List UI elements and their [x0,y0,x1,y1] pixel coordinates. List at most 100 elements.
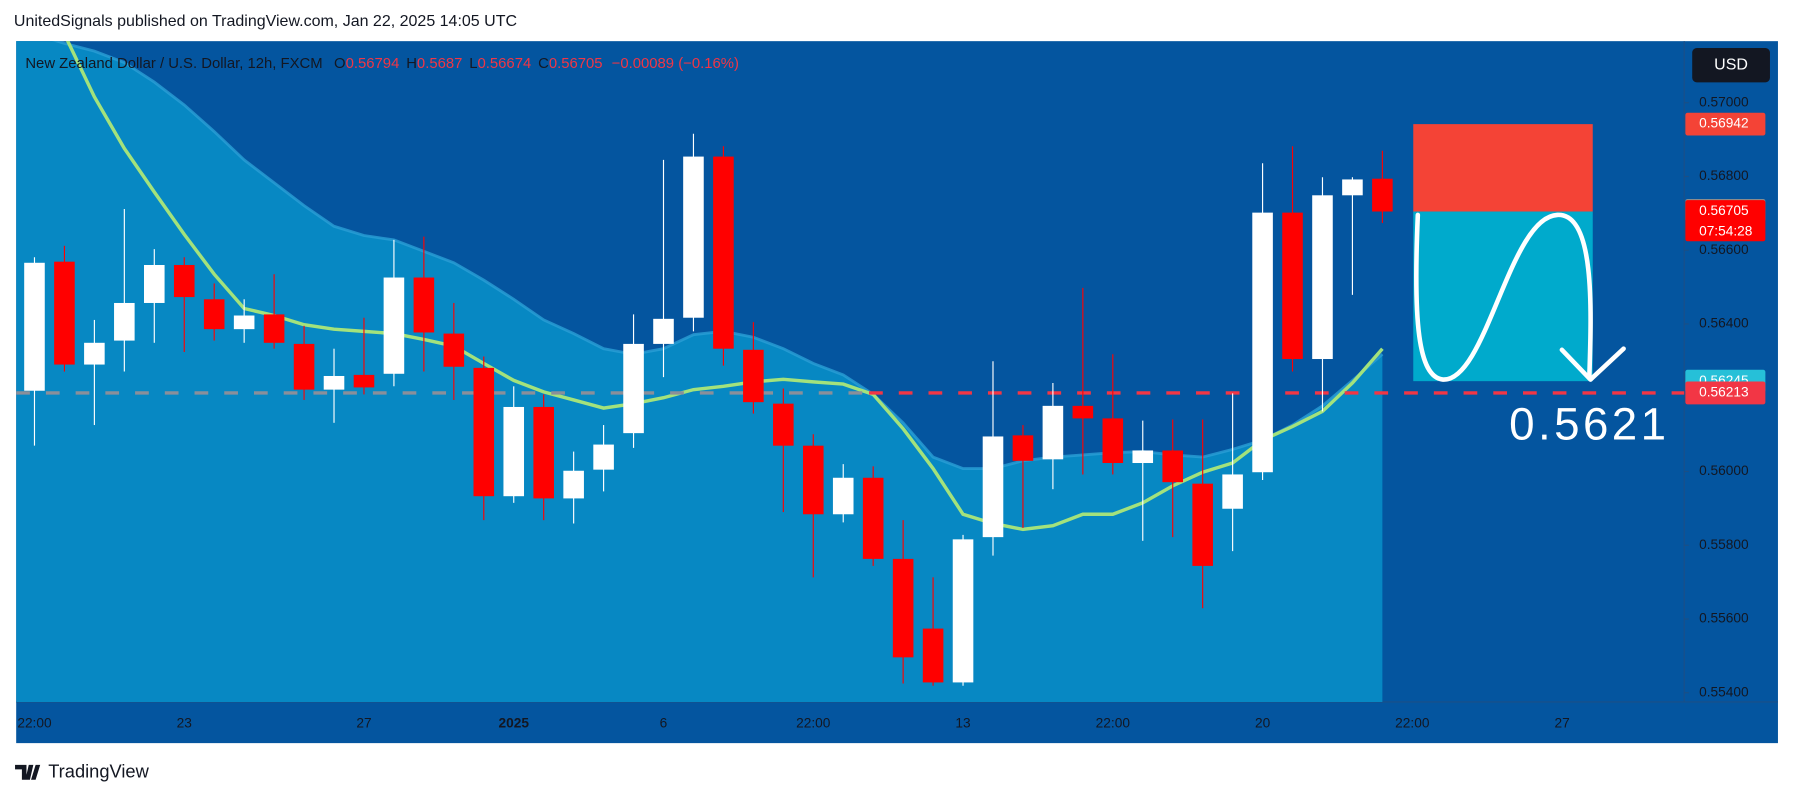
candle-body [922,628,944,683]
candle-body [1342,179,1363,196]
symbol-title: New Zealand Dollar / U.S. Dollar, 12h, F… [25,56,322,72]
axis-layer: 22:00 23 27 2025 6 22:00 13 22:00 20 22:00 27 0.554… [17,94,1766,730]
y-tick-label: 0.56000 [1699,463,1749,478]
candle-body [503,406,525,497]
currency-button[interactable] [1692,48,1770,83]
candle-body [1012,435,1034,461]
x-tick-label: 13 [955,715,971,730]
candle-body [353,374,375,388]
candle-body [173,264,195,298]
ohlc-value: 0.56794 [346,56,400,72]
countdown-label: 07:54:28 [1699,224,1753,239]
price-tag [1685,381,1766,405]
ohlc-label: L [469,56,477,72]
x-tick-label: 22:00 [1096,715,1131,730]
x-tick-label: 22:00 [17,715,52,730]
candle-body [1312,195,1333,360]
candle-body [683,156,704,318]
x-tick-label: 22:00 [796,715,831,730]
candle-body [1162,450,1184,483]
price-tag-label: 0.56213 [1699,385,1749,400]
stop-zone [1413,124,1593,212]
price-tag [1685,200,1766,242]
brand-name: TradingView [48,761,149,782]
x-tick-label: 27 [1554,715,1569,730]
candle-body [1132,450,1154,464]
y-tick-label: 0.56600 [1699,242,1749,257]
candle-body [443,333,465,367]
x-tick-label: 23 [177,715,193,730]
candle-body [623,343,644,434]
candle-body [533,406,554,499]
y-tick-label: 0.56400 [1699,316,1749,331]
ohlc-value: 0.56705 [549,56,603,72]
candle-body [563,470,584,499]
candle-body [24,262,45,391]
candle-body [1252,212,1273,473]
candle-body [84,342,105,365]
candle-body [713,156,734,349]
x-tick-label: 6 [660,715,668,730]
indicator-band-line [52,41,1384,470]
x-tick-label: 22:00 [1395,715,1430,730]
ohlc-label: C [538,56,549,72]
candle-body [982,436,1004,538]
ohlc-label: H [406,56,417,72]
candle-body [1192,483,1213,566]
legend: New Zealand Dollar / U.S. Dollar, 12h, F… [25,56,739,72]
candle-body [1372,178,1393,212]
candle-body [144,264,165,303]
ohlc-value: 0.56674 [478,56,532,72]
annotation: 0.5621 [1509,399,1669,450]
candle-body [1102,418,1124,464]
candle-body [952,539,974,683]
candle-body [233,315,255,330]
price-tag-label: 0.56942 [1699,116,1749,131]
x-tick-label: 20 [1255,715,1271,730]
candle-body [1042,405,1064,460]
y-tick-label: 0.57000 [1699,94,1749,109]
arrow-curve [1413,212,1593,382]
candle-body [54,261,75,365]
candle-body [773,403,794,446]
candle-layer [16,133,1685,686]
candle-body [802,445,824,515]
candle-body [114,302,135,341]
candle-body [653,318,674,344]
y-tick-label: 0.55400 [1699,684,1749,699]
y-tick-label: 0.55600 [1699,611,1749,626]
y-tick-label: 0.56800 [1699,168,1749,183]
candle-body [413,277,435,333]
x-tick-label: 27 [356,715,371,730]
y-tick-label: 0.55800 [1699,537,1749,552]
ohlc-label: O [334,56,346,72]
candle-body [862,477,884,559]
candle-body [263,314,285,343]
change-value: −0.00089 (−0.16%) [612,56,739,72]
x-tick-label: 2025 [498,715,529,730]
moving-average-line [65,41,1384,532]
candle-body [892,558,914,658]
price-tag [1685,112,1766,136]
published-header: UnitedSignals published on TradingView.c… [14,13,517,30]
candle-body [832,477,854,515]
candle-body [743,349,764,403]
brand-logo [15,764,41,780]
candle-body [593,444,614,470]
ohlc-value: 0.5687 [417,56,462,72]
indicator-layer [16,41,1384,702]
candle-body [473,367,495,497]
currency-label[interactable]: USD [1714,56,1748,73]
price-tag-label: 0.56705 [1699,203,1749,218]
candle-body [203,299,225,330]
candle-body [1072,405,1094,419]
candle-body [293,343,315,390]
candle-body [323,375,345,390]
candle-body [383,277,405,374]
candle-body [1222,474,1243,509]
arrow-head [1559,346,1626,382]
indicator-area [16,41,1383,702]
candle-body [1282,212,1303,360]
drawing-layer: 0.5621 [1413,124,1669,450]
